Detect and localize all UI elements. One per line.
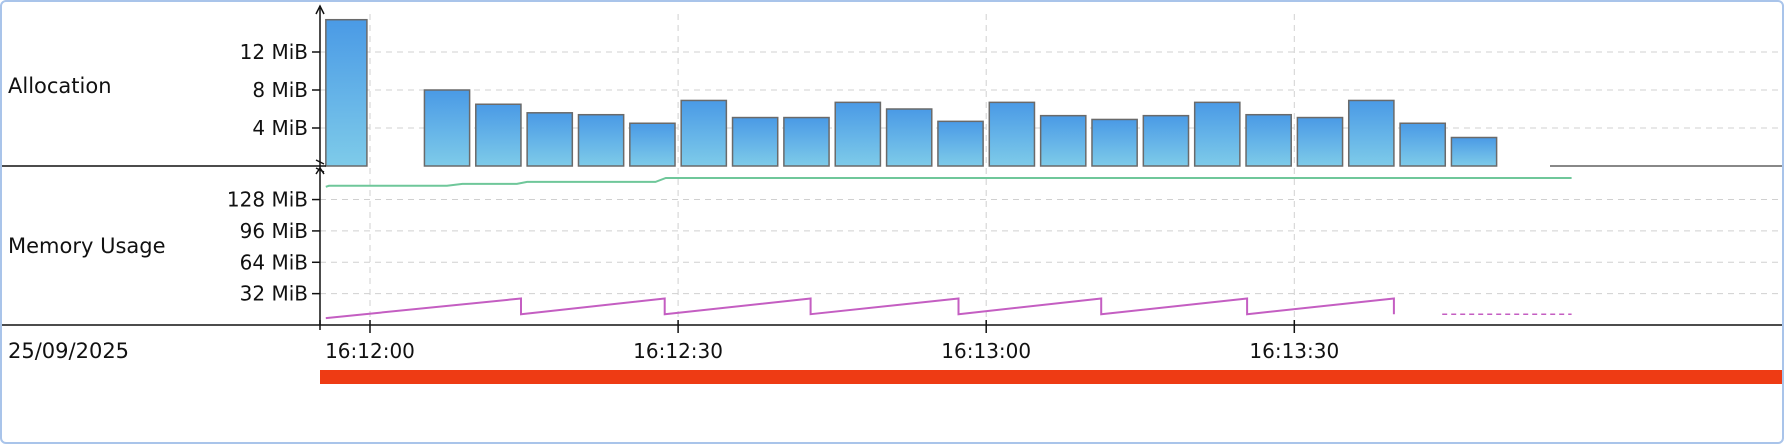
memory-series-1-line (325, 297, 1395, 320)
allocation-bar-5[interactable] (629, 122, 676, 167)
memory-series-0-line (325, 177, 1572, 188)
allocation-bar-13[interactable] (1039, 114, 1087, 167)
allocation-bar-0[interactable] (325, 18, 368, 167)
x-tick-label: 16:12:00 (325, 339, 415, 363)
allocation-bar-15[interactable] (1142, 114, 1190, 167)
allocation-y-tick-label: 4 MiB (252, 116, 308, 140)
allocation-bar-12[interactable] (988, 101, 1036, 167)
memory-y-tick-label: 128 MiB (227, 188, 308, 212)
allocation-bar-11[interactable] (937, 120, 984, 167)
allocation-bar-9[interactable] (834, 101, 882, 167)
date-label: 25/09/2025 (8, 339, 129, 363)
allocation-bar-4[interactable] (577, 113, 625, 167)
memory-usage-row-label: Memory Usage (8, 234, 166, 258)
memory-axis-arrow (315, 166, 325, 175)
memory-y-tick-label: 64 MiB (240, 250, 308, 274)
allocation-bar-19[interactable] (1347, 99, 1395, 167)
allocation-bar-16[interactable] (1193, 101, 1241, 167)
memory-y-tick-label: 32 MiB (240, 282, 308, 306)
y-axis-arrow (315, 4, 325, 15)
allocation-bars (325, 18, 1498, 167)
x-tick-label: 16:13:30 (1249, 339, 1339, 363)
allocation-bar-7[interactable] (731, 116, 779, 167)
x-tick-label: 16:12:30 (633, 339, 723, 363)
allocation-bar-18[interactable] (1296, 116, 1344, 167)
allocation-bar-6[interactable] (680, 99, 728, 167)
time-range-bar[interactable] (320, 370, 1782, 384)
axes: 4 MiB 8 MiB 12 MiB 32 MiB 64 MiB 96 MiB 128 Mi… (2, 4, 1782, 363)
allocation-bar-10[interactable] (885, 108, 933, 167)
memory-lines (325, 177, 1572, 320)
x-tick-label: 16:13:00 (941, 339, 1031, 363)
allocation-y-tick-label: 12 MiB (240, 40, 308, 64)
allocation-bar-14[interactable] (1091, 118, 1138, 167)
labels: Allocation Memory Usage 25/09/2025 (8, 74, 166, 363)
memory-y-tick-label: 96 MiB (240, 219, 308, 243)
allocation-bar-17[interactable] (1245, 113, 1292, 167)
grid-lines (320, 14, 1782, 325)
allocation-y-tick-label: 8 MiB (252, 78, 308, 102)
allocation-bar-8[interactable] (783, 116, 830, 167)
allocation-bar-3[interactable] (526, 112, 574, 167)
allocation-bar-21[interactable] (1450, 136, 1498, 167)
allocation-row-label: Allocation (8, 74, 112, 98)
allocation-bar-20[interactable] (1399, 122, 1447, 167)
allocation-bar-2[interactable] (475, 103, 522, 167)
axis-break-mark (315, 159, 325, 165)
allocation-bar-1[interactable] (423, 89, 471, 167)
